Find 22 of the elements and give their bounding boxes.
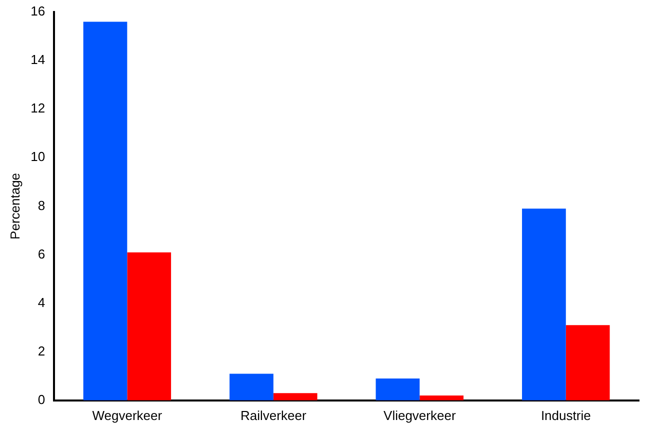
y-tick-label: 16 bbox=[30, 4, 46, 19]
bar bbox=[420, 396, 464, 400]
y-tick-label: 2 bbox=[38, 343, 46, 358]
y-axis-title: Percentage bbox=[7, 172, 22, 240]
y-tick-label: 12 bbox=[30, 100, 46, 116]
x-tick-label: Railverkeer bbox=[240, 408, 307, 423]
bar bbox=[376, 378, 420, 400]
bar bbox=[83, 22, 128, 400]
bar bbox=[566, 325, 610, 400]
bar bbox=[273, 393, 318, 400]
bar bbox=[127, 252, 172, 400]
y-tick-label: 8 bbox=[38, 198, 46, 213]
bar bbox=[522, 208, 566, 400]
bar bbox=[230, 374, 274, 400]
x-tick-label: Wegverkeer bbox=[92, 408, 163, 423]
x-tick-label: Industrie bbox=[540, 408, 591, 423]
y-tick-label: 0 bbox=[38, 392, 46, 407]
y-tick-label: 14 bbox=[30, 52, 46, 68]
y-tick-label: 10 bbox=[30, 149, 46, 164]
y-tick-label: 4 bbox=[38, 294, 46, 310]
x-tick-label: Vliegverkeer bbox=[384, 408, 456, 423]
y-tick-label: 6 bbox=[38, 246, 46, 262]
